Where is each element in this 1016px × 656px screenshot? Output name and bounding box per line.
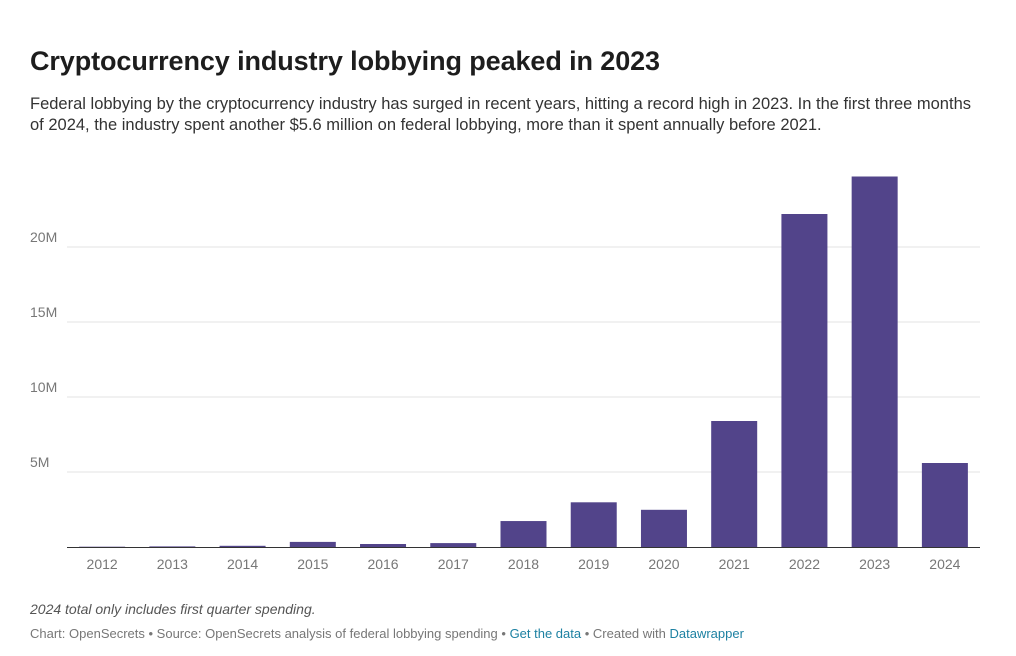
- y-tick-label: 5M: [30, 454, 49, 470]
- bar-chart: 5M 10M 15M 20M 2012 2013 2014 2015 2016 2017 2018 2…: [30, 176, 980, 572]
- chart-notes: 2024 total only includes first quarter s…: [30, 601, 316, 617]
- chart-description: Federal lobbying by the cryptocurrency i…: [30, 95, 971, 134]
- bar-2019: [570, 502, 617, 547]
- get-the-data-link[interactable]: Get the data: [509, 626, 582, 641]
- created-with-text: Created with: [592, 626, 670, 641]
- x-tick-label: 2023: [859, 556, 890, 572]
- x-tick-label: 2015: [297, 556, 328, 572]
- x-tick-label: 2017: [438, 556, 469, 572]
- x-tick-label: 2013: [157, 556, 188, 572]
- y-tick-label: 10M: [30, 379, 57, 395]
- y-tick-label: 20M: [30, 229, 57, 245]
- x-tick-label: 2021: [719, 556, 750, 572]
- y-tick-label: 15M: [30, 304, 57, 320]
- bar-2023: [851, 176, 898, 547]
- bar-2022: [781, 214, 828, 547]
- datawrapper-link[interactable]: Datawrapper: [669, 626, 744, 641]
- chart-credit: Chart: OpenSecrets: [30, 626, 145, 641]
- bar-2020: [640, 509, 687, 547]
- bar-2014: [219, 545, 266, 547]
- x-tick-label: 2014: [227, 556, 258, 572]
- x-tick-label: 2016: [367, 556, 398, 572]
- footer-separator: •: [581, 626, 593, 641]
- bar-2015: [289, 541, 336, 547]
- x-tick-label: 2012: [87, 556, 118, 572]
- source-text: Source: OpenSecrets analysis of federal …: [156, 626, 498, 641]
- x-tick-label: 2018: [508, 556, 539, 572]
- x-tick-label: 2019: [578, 556, 609, 572]
- bar-2021: [711, 421, 758, 547]
- bar-2017: [430, 543, 477, 547]
- chart-footer: Chart: OpenSecrets • Source: OpenSecrets…: [30, 626, 744, 641]
- bar-2013: [149, 546, 196, 547]
- bar-2024: [921, 463, 968, 547]
- x-tick-label: 2024: [929, 556, 960, 572]
- chart-title: Cryptocurrency industry lobbying peaked …: [30, 46, 660, 76]
- x-tick-label: 2022: [789, 556, 820, 572]
- bar-2018: [500, 521, 547, 547]
- footer-separator: •: [497, 626, 510, 641]
- x-tick-label: 2020: [648, 556, 679, 572]
- bar-2016: [360, 544, 407, 547]
- footer-separator: •: [144, 626, 157, 641]
